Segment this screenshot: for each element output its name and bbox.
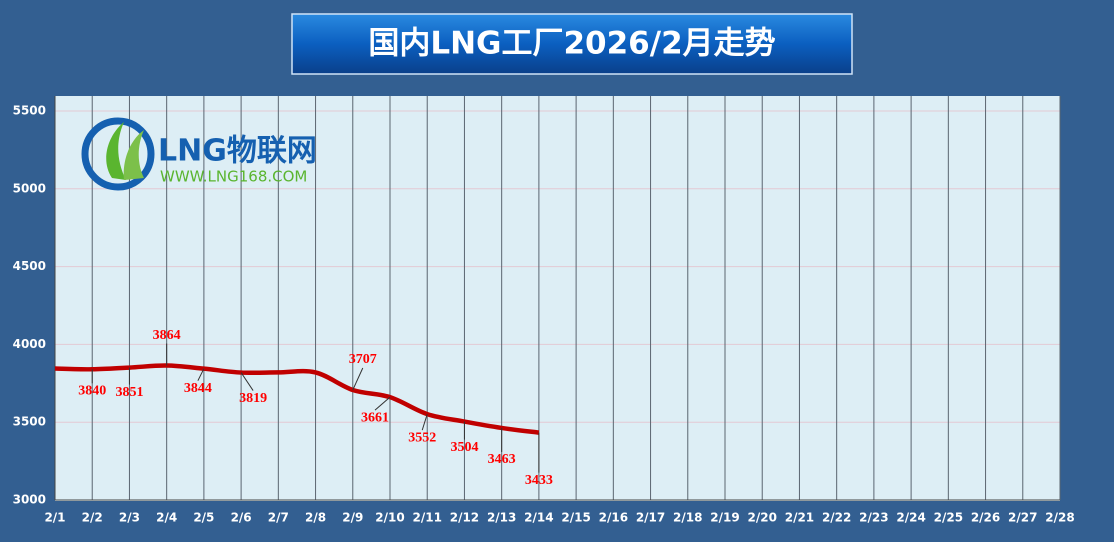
data-label: 3433 <box>525 473 553 488</box>
x-tick-label: 2/3 <box>119 511 140 525</box>
title-box <box>291 13 853 75</box>
x-tick-label: 2/26 <box>971 511 1000 525</box>
x-tick-label: 2/18 <box>673 511 702 525</box>
data-label: 3819 <box>239 391 267 406</box>
leader-line <box>421 413 428 431</box>
logo-text: LNG物联网 <box>158 134 317 169</box>
plot-area <box>55 96 1060 501</box>
data-label: 3552 <box>408 430 436 445</box>
x-tick-label: 2/21 <box>785 511 814 525</box>
y-tick-label: 4500 <box>13 259 46 273</box>
x-tick-label: 2/19 <box>710 511 739 525</box>
x-tick-label: 2/27 <box>1008 511 1037 525</box>
x-tick-label: 2/9 <box>342 511 363 525</box>
data-label: 3840 <box>78 384 106 399</box>
leader-line <box>374 396 391 411</box>
logo-url: WWW.LNG168.COM <box>160 168 307 186</box>
y-tick-label: 4000 <box>13 337 46 351</box>
x-tick-label: 2/6 <box>231 511 252 525</box>
x-tick-label: 2/5 <box>193 511 214 525</box>
data-label: 3463 <box>488 452 516 467</box>
leader-line <box>197 368 205 381</box>
x-tick-label: 2/23 <box>859 511 888 525</box>
data-label: 3707 <box>349 352 377 367</box>
x-tick-label: 2/13 <box>487 511 516 525</box>
x-tick-label: 2/16 <box>599 511 628 525</box>
x-tick-label: 2/4 <box>156 511 177 525</box>
x-tick-label: 2/10 <box>375 511 404 525</box>
data-label: 3661 <box>361 410 389 425</box>
chart-title: 国内LNG工厂2026/2月走势 <box>368 26 775 62</box>
data-label: 3864 <box>153 328 181 343</box>
x-tick-label: 2/8 <box>305 511 326 525</box>
x-tick-label: 2/2 <box>82 511 103 525</box>
x-tick-label: 2/14 <box>524 511 553 525</box>
data-label: 3851 <box>115 385 143 400</box>
logo-leaf <box>123 130 144 180</box>
x-tick-label: 2/24 <box>896 511 925 525</box>
x-tick-label: 2/17 <box>636 511 665 525</box>
x-tick-label: 2/20 <box>748 511 777 525</box>
x-tick-label: 2/15 <box>561 511 590 525</box>
y-tick-label: 3000 <box>13 493 46 507</box>
y-tick-label: 5500 <box>13 104 46 118</box>
series-line <box>54 363 540 435</box>
data-label: 3504 <box>450 440 478 455</box>
logo: LNG物联网 WWW.LNG168.COM <box>81 117 317 191</box>
x-tick-label: 2/28 <box>1045 511 1074 525</box>
logo-ring <box>81 117 155 191</box>
y-tick-label: 3500 <box>13 415 46 429</box>
x-tick-label: 2/12 <box>450 511 479 525</box>
x-tick-label: 2/22 <box>822 511 851 525</box>
x-tick-label: 2/25 <box>934 511 963 525</box>
y-tick-label: 5000 <box>13 181 46 195</box>
leader-line <box>240 372 254 391</box>
x-tick-label: 2/11 <box>413 511 442 525</box>
x-tick-label: 2/7 <box>268 511 289 525</box>
logo-leaf <box>106 122 126 180</box>
data-label: 3844 <box>184 381 212 396</box>
x-tick-label: 2/1 <box>44 511 65 525</box>
leader-line <box>352 367 364 391</box>
